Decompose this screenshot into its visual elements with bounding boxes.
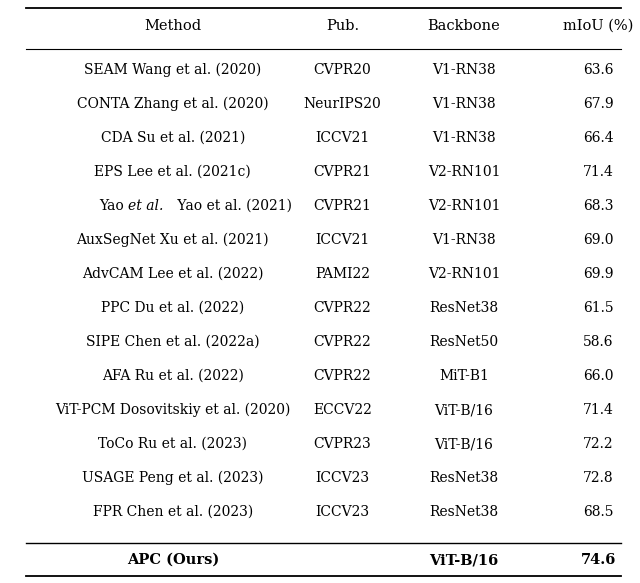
Text: AdvCAM Lee et al. (2022): AdvCAM Lee et al. (2022) [82,267,264,281]
Text: 69.9: 69.9 [583,267,614,281]
Text: 63.6: 63.6 [583,63,614,77]
Text: CVPR20: CVPR20 [314,63,371,77]
Text: CDA Su et al. (2021): CDA Su et al. (2021) [100,131,245,145]
Text: 72.8: 72.8 [583,471,614,485]
Text: CVPR21: CVPR21 [314,165,371,179]
Text: CVPR22: CVPR22 [314,301,371,315]
Text: 74.6: 74.6 [580,553,616,567]
Text: 72.2: 72.2 [583,437,614,451]
Text: Yao et al. (2021): Yao et al. (2021) [173,199,292,213]
Text: ResNet50: ResNet50 [429,335,499,349]
Text: 71.4: 71.4 [583,165,614,179]
Text: CVPR22: CVPR22 [314,335,371,349]
Text: CVPR22: CVPR22 [314,369,371,383]
Text: CVPR23: CVPR23 [314,437,371,451]
Text: PAMI22: PAMI22 [315,267,370,281]
Text: 61.5: 61.5 [583,301,614,315]
Text: V1-RN38: V1-RN38 [432,131,496,145]
Text: NeurIPS20: NeurIPS20 [303,97,381,111]
Text: SEAM Wang et al. (2020): SEAM Wang et al. (2020) [84,63,261,77]
Text: ViT-B/16: ViT-B/16 [435,437,493,451]
Text: V2-RN101: V2-RN101 [428,267,500,281]
Text: ResNet38: ResNet38 [429,471,499,485]
Text: ICCV23: ICCV23 [316,505,369,519]
Text: ICCV21: ICCV21 [316,233,369,247]
Text: PPC Du et al. (2022): PPC Du et al. (2022) [101,301,244,315]
Text: APC (Ours): APC (Ours) [127,553,219,567]
Text: EPS Lee et al. (2021c): EPS Lee et al. (2021c) [95,165,251,179]
Text: USAGE Peng et al. (2023): USAGE Peng et al. (2023) [82,471,264,485]
Text: Backbone: Backbone [428,19,500,33]
Text: CONTA Zhang et al. (2020): CONTA Zhang et al. (2020) [77,97,269,111]
Text: V1-RN38: V1-RN38 [432,63,496,77]
Text: ICCV21: ICCV21 [316,131,369,145]
Text: et al.: et al. [128,199,163,213]
Text: ResNet38: ResNet38 [429,505,499,519]
Text: CVPR21: CVPR21 [314,199,371,213]
Text: 68.3: 68.3 [583,199,614,213]
Text: ToCo Ru et al. (2023): ToCo Ru et al. (2023) [99,437,247,451]
Text: Yao: Yao [99,199,128,213]
Text: V2-RN101: V2-RN101 [428,199,500,213]
Text: ViT-PCM Dosovitskiy et al. (2020): ViT-PCM Dosovitskiy et al. (2020) [55,403,291,417]
Text: 68.5: 68.5 [583,505,614,519]
Text: 71.4: 71.4 [583,403,614,417]
Text: ECCV22: ECCV22 [313,403,372,417]
Text: ICCV23: ICCV23 [316,471,369,485]
Text: 69.0: 69.0 [583,233,614,247]
Text: SIPE Chen et al. (2022a): SIPE Chen et al. (2022a) [86,335,260,349]
Text: Pub.: Pub. [326,19,359,33]
Text: 66.0: 66.0 [583,369,614,383]
Text: 66.4: 66.4 [583,131,614,145]
Text: AuxSegNet Xu et al. (2021): AuxSegNet Xu et al. (2021) [77,233,269,247]
Text: Method: Method [144,19,202,33]
Text: FPR Chen et al. (2023): FPR Chen et al. (2023) [93,505,253,519]
Text: ResNet38: ResNet38 [429,301,499,315]
Text: 67.9: 67.9 [583,97,614,111]
Text: mIoU (%): mIoU (%) [563,19,634,33]
Text: V1-RN38: V1-RN38 [432,97,496,111]
Text: V1-RN38: V1-RN38 [432,233,496,247]
Text: 58.6: 58.6 [583,335,614,349]
Text: ViT-B/16: ViT-B/16 [429,553,499,567]
Text: V2-RN101: V2-RN101 [428,165,500,179]
Text: AFA Ru et al. (2022): AFA Ru et al. (2022) [102,369,244,383]
Text: ViT-B/16: ViT-B/16 [435,403,493,417]
Text: MiT-B1: MiT-B1 [439,369,489,383]
